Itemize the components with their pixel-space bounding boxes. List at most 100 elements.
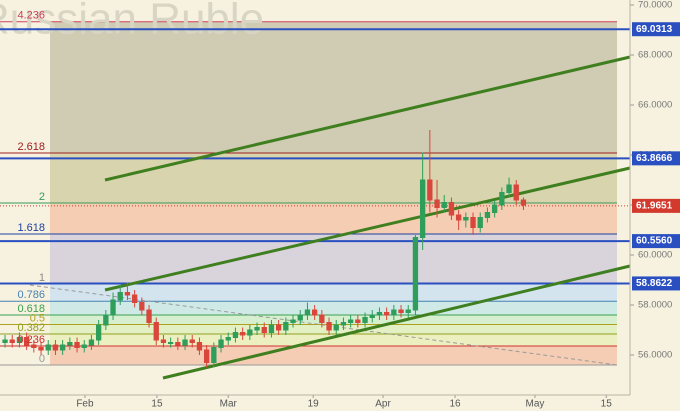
- candle-body: [477, 217, 483, 228]
- fib-zone: [50, 203, 617, 234]
- fib-zone: [50, 315, 617, 325]
- fib-label: 1: [39, 272, 45, 284]
- candle-body: [59, 344, 66, 351]
- candle-body: [520, 199, 527, 206]
- candle-body: [160, 339, 167, 343]
- candle-body: [362, 317, 368, 323]
- fib-zone: [50, 234, 617, 284]
- candle-body: [196, 342, 203, 351]
- x-tick-label: 16: [449, 399, 461, 410]
- level-label: 63.8666: [636, 153, 673, 164]
- candle-body: [153, 322, 159, 341]
- time-axis-background: [0, 395, 630, 411]
- y-tick-label: 68.0000: [638, 50, 672, 61]
- candle-body: [103, 314, 109, 326]
- candle-body: [427, 179, 433, 201]
- watermark: Russian Ruble: [0, 0, 264, 44]
- candle-body: [16, 337, 23, 343]
- candle-body: [117, 292, 123, 301]
- candle-body: [268, 324, 275, 333]
- fib-zones: [0, 21, 617, 366]
- labels: 4.236 2.618 2 1.618 1 0.786 0.6180.50.3820.236…: [17, 10, 680, 365]
- candle-body: [52, 344, 59, 351]
- candle-body: [95, 324, 102, 341]
- level-tag: [632, 22, 680, 37]
- level-label: 61.9651: [636, 201, 673, 212]
- candle-body: [319, 314, 325, 323]
- candle-body: [441, 202, 447, 208]
- candle-body: [189, 339, 195, 343]
- candle-body: [333, 324, 339, 331]
- fib-label: 0.618: [17, 303, 45, 315]
- x-tick-label: Apr: [375, 399, 391, 410]
- channel-line: [104, 166, 631, 292]
- candle-body: [211, 347, 217, 363]
- level-label: 69.0313: [636, 24, 673, 35]
- candle-body: [88, 339, 95, 346]
- fib-label: 0.786: [17, 289, 45, 301]
- candle-body: [491, 204, 498, 213]
- candle-body: [340, 322, 347, 326]
- candles: [2, 130, 527, 368]
- candle-body: [419, 179, 426, 238]
- candle-body: [218, 339, 224, 348]
- fib-zone: [50, 346, 617, 365]
- candle-body: [448, 202, 455, 216]
- candle-body: [369, 314, 375, 318]
- x-tick-label: May: [526, 399, 545, 410]
- fib-label: 2.618: [17, 141, 45, 153]
- fib-label: 4.236: [17, 10, 45, 22]
- fib-label: 0.5: [30, 312, 45, 324]
- level-tag: [632, 151, 680, 166]
- candle-body: [261, 327, 267, 333]
- candle-body: [304, 309, 311, 316]
- fib-label: 1.618: [17, 222, 45, 234]
- candle-body: [470, 217, 476, 228]
- fib-zone: [50, 284, 617, 302]
- candle-body: [182, 339, 188, 346]
- level-tag: [632, 198, 680, 213]
- candle-body: [74, 342, 80, 348]
- y-tick-label: 56.0000: [638, 350, 672, 361]
- candle-body: [434, 199, 440, 208]
- channel-line: [162, 264, 631, 380]
- fib-label: 2: [39, 191, 45, 203]
- candle-body: [175, 342, 181, 346]
- fib-zone: [50, 21, 617, 153]
- candle-body: [455, 214, 462, 221]
- candle-body: [23, 337, 30, 346]
- candle-body: [67, 342, 73, 346]
- candle-body: [131, 294, 138, 303]
- candle-body: [110, 299, 116, 316]
- candle-body: [347, 319, 354, 323]
- candle-body: [383, 312, 390, 316]
- fib-label: 0.236: [17, 334, 45, 346]
- x-tick-label: Feb: [76, 399, 94, 410]
- candle-body: [167, 342, 174, 344]
- candle-body: [297, 314, 303, 321]
- candle-body: [412, 237, 419, 311]
- candle-body: [203, 349, 210, 363]
- candle-body: [232, 332, 239, 338]
- candle-body: [499, 192, 505, 206]
- level-tag: [632, 234, 680, 249]
- candle-body: [506, 184, 512, 193]
- candle-body: [9, 339, 15, 343]
- candle-body: [398, 309, 404, 313]
- fib-zone: [50, 301, 617, 315]
- level-tag: [632, 276, 680, 291]
- x-tick-label: 15: [601, 399, 613, 410]
- candle-body: [463, 217, 469, 221]
- x-tick-label: Mar: [220, 399, 238, 410]
- candle-body: [45, 344, 51, 351]
- y-tick-label: 70.0000: [638, 0, 672, 11]
- candle-body: [283, 322, 289, 331]
- candle-body: [239, 332, 246, 336]
- channel-line: [104, 55, 631, 182]
- candle-body: [405, 309, 411, 313]
- candle-body: [38, 347, 44, 351]
- candle-body: [124, 292, 131, 296]
- candle-body: [484, 212, 491, 218]
- x-tick-label: 15: [151, 399, 163, 410]
- candle-body: [146, 309, 152, 323]
